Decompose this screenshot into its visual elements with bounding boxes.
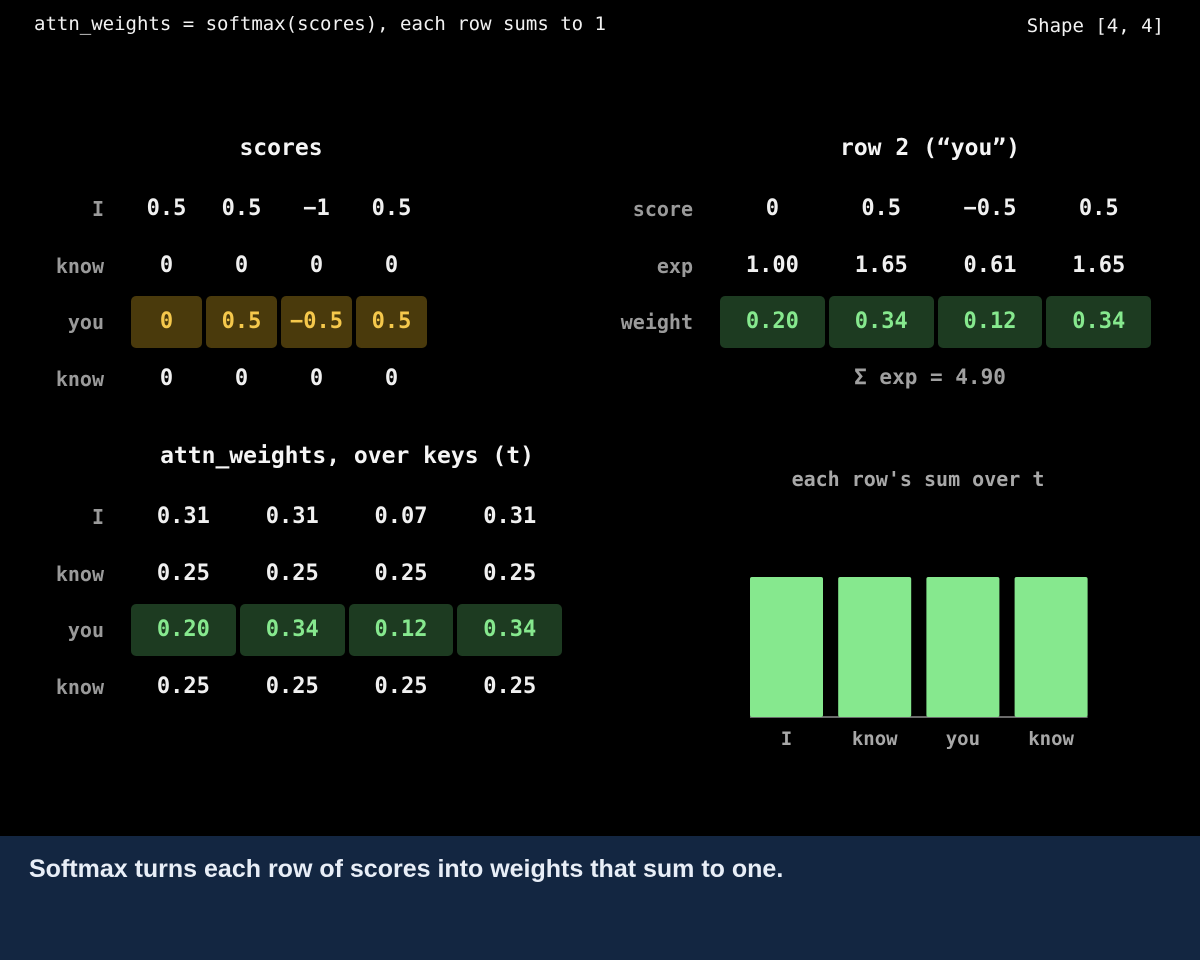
row-label: exp (656, 253, 693, 278)
exp-sum-label: Σ exp = 4.90 (854, 365, 1006, 389)
matrix-cell: −1 (303, 196, 330, 221)
matrix-cell: 0.5 (861, 196, 902, 221)
matrix-cell: 0 (765, 196, 780, 221)
caption-bar: Softmax turns each row of scores into we… (0, 836, 1200, 960)
bar-2 (926, 577, 1000, 717)
matrix-cell: 0.5 (356, 296, 427, 348)
row-label: know (55, 561, 104, 586)
matrix-cell: −0.5 (281, 296, 352, 348)
matrix-cell: 0.25 (265, 673, 319, 699)
formula-text: attn_weights = softmax(scores), each row… (34, 13, 606, 35)
matrix-cell: 0.34 (239, 604, 345, 656)
matrix-cell: 0.5 (206, 296, 277, 348)
matrix-cell: 0 (131, 296, 202, 348)
matrix-cell: 1.65 (854, 252, 908, 278)
matrix-cell: 0.31 (483, 504, 537, 529)
matrix-cell: 0 (384, 365, 399, 391)
matrix-cell: 0.5 (146, 196, 187, 221)
matrix-cell: 0.25 (156, 560, 210, 586)
row-label: know (55, 366, 104, 391)
row-detail-title: row 2 (“you”) (839, 135, 1020, 161)
matrix-cell: 0.25 (374, 560, 428, 586)
row-label: know (55, 253, 104, 278)
row-label: score (632, 197, 693, 221)
bar-3 (1014, 577, 1088, 717)
matrix-cell: 0.20 (131, 604, 236, 656)
bar-0 (750, 577, 823, 717)
row-label: know (55, 674, 104, 699)
x-tick-label: you (946, 728, 980, 750)
matrix-cell: 0 (159, 365, 174, 391)
matrix-cell: −0.5 (963, 196, 1017, 221)
matrix-cell: 0 (234, 252, 249, 278)
matrix-cell: 0.25 (374, 673, 428, 699)
matrix-cell: 0.34 (457, 604, 563, 656)
caption-text: Softmax turns each row of scores into we… (29, 855, 784, 883)
x-tick-label: I (781, 728, 792, 750)
matrix-cell: 0 (234, 365, 249, 391)
row-label: I (91, 505, 104, 529)
matrix-cell: 1.65 (1072, 252, 1126, 278)
row-label: you (67, 310, 104, 334)
matrix-cell: 0.34 (1046, 296, 1152, 348)
matrix-cell: 0.61 (963, 252, 1017, 278)
matrix-cell: 0.25 (156, 673, 210, 699)
matrix-cell: 0.12 (348, 604, 454, 656)
matrix-cell: 0.34 (828, 296, 934, 348)
matrix-cell: 0.25 (265, 560, 319, 586)
bar-1 (838, 577, 912, 717)
matrix-cell: 0 (159, 252, 174, 278)
shape-label: Shape [4, 4] (1026, 15, 1164, 37)
matrix-cell: 0.12 (937, 296, 1043, 348)
bar-chart-title: each row's sum over t (791, 467, 1045, 491)
matrix-cell: 0.5 (371, 196, 412, 221)
matrix-cell: 0 (309, 252, 324, 278)
matrix-cell: 0.25 (483, 560, 537, 586)
x-tick-label: know (1028, 728, 1074, 750)
matrix-cell: 0.31 (265, 504, 319, 529)
scores-title: scores (239, 135, 323, 161)
row-label: I (91, 197, 104, 221)
matrix-cell: 0 (384, 252, 399, 278)
row-label: weight (620, 310, 693, 334)
matrix-cell: 0.31 (156, 504, 210, 529)
matrix-cell: 0.5 (221, 196, 262, 221)
matrix-cell: 0.25 (483, 673, 537, 699)
x-tick-label: know (852, 728, 898, 750)
row-label: you (67, 618, 104, 642)
matrix-cell: 0.20 (720, 296, 825, 348)
attn-weights-title: attn_weights, over keys (t) (160, 443, 534, 469)
matrix-cell: 0.5 (1078, 196, 1119, 221)
matrix-cell: 1.00 (745, 252, 799, 278)
matrix-cell: 0.07 (374, 504, 428, 529)
matrix-cell: 0 (309, 365, 324, 391)
